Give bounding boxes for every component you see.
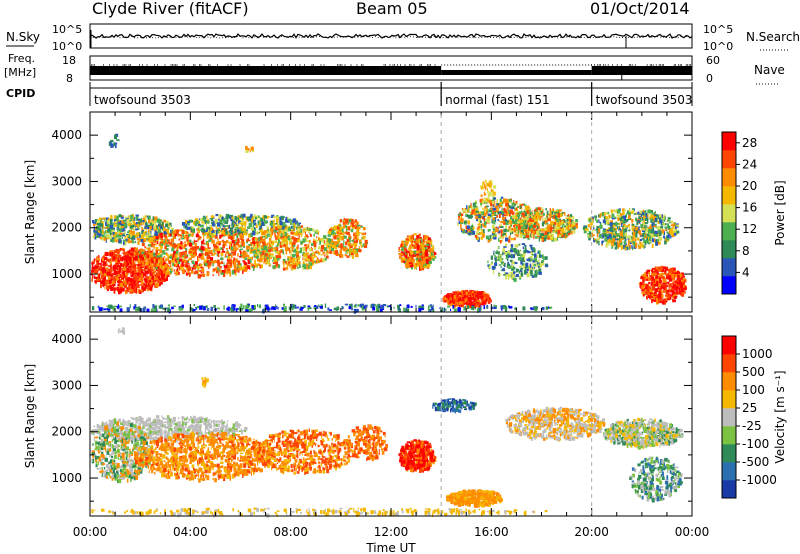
y-tick-label: 2000 — [51, 425, 82, 439]
time-axis: 00:00 04:00 08:00 12:00 16:00 20:00 00:00 — [73, 525, 710, 539]
nsearch-tick-bottom: 10^0 — [703, 40, 733, 53]
colorbar-label: Power [dB] — [773, 180, 787, 245]
freq-tick-top: 18 — [62, 54, 76, 67]
cpid-segment-label: twofsound 3503 — [596, 93, 693, 107]
y-tick-label: 3000 — [51, 174, 82, 188]
y-tick-label: 3000 — [51, 378, 82, 392]
cpid-segment: normal (fast) 151 — [440, 82, 593, 107]
nave-tick-bottom: 0 — [706, 72, 713, 85]
nsky-trace — [89, 30, 693, 48]
nsearch-label: N.Search — [746, 30, 800, 44]
colorbar-tick-label: 16 — [742, 201, 757, 215]
colorbar-tick-label: 25 — [742, 401, 757, 415]
colorbar-tick-label: 24 — [742, 157, 757, 171]
colorbar-tick-label: 100 — [742, 383, 765, 397]
cpid-strip: CPID twofsound 3503 normal (fast) 151 twof… — [6, 82, 693, 107]
cpid-segment-label: normal (fast) 151 — [445, 93, 549, 107]
nsky-strip: N.Sky 10^5 10^0 10^5 10^0 N.Search — [6, 23, 800, 53]
nsky-tick-bottom: 10^0 — [52, 40, 82, 53]
x-tick-label: 04:00 — [173, 525, 208, 539]
cpid-segment: twofsound 3503 — [89, 82, 442, 107]
freq-tick-bottom: 8 — [66, 72, 73, 85]
y-axis-label: Slant Range [km] — [23, 160, 37, 264]
colorbar-label: Velocity [m s⁻¹] — [773, 370, 787, 463]
power-data — [91, 133, 687, 314]
velocity-data — [91, 327, 684, 518]
x-tick-label: 12:00 — [374, 525, 409, 539]
velocity-panel: 1000 2000 3000 4000 Slant Range [km] — [23, 315, 693, 518]
colorbar-tick-label: -500 — [742, 455, 769, 469]
colorbar-tick-label: -25 — [742, 419, 762, 433]
nsearch-tick-top: 10^5 — [703, 23, 733, 36]
freq-unit: [MHz] — [4, 66, 36, 79]
y-tick-label: 4000 — [51, 128, 82, 142]
colorbar-tick-label: 28 — [742, 136, 757, 150]
x-axis-label: Time UT — [365, 541, 416, 554]
cpid-segment-label: twofsound 3503 — [94, 93, 191, 107]
colorbar-tick-label: 4 — [742, 265, 750, 279]
cpid-segment: twofsound 3503 — [591, 82, 693, 107]
colorbar-tick-label: -100 — [742, 437, 769, 451]
colorbar-tick-label: -1000 — [742, 473, 777, 487]
date-title: 01/Oct/2014 — [590, 0, 690, 18]
colorbar-tick-label: 1000 — [742, 347, 773, 361]
x-tick-label: 08:00 — [273, 525, 308, 539]
colorbar-tick-label: 500 — [742, 365, 765, 379]
nave-tick-top: 60 — [706, 54, 720, 67]
y-tick-label: 2000 — [51, 221, 82, 235]
y-tick-label: 4000 — [51, 332, 82, 346]
nsky-tick-top: 10^5 — [52, 23, 82, 36]
colorbar-tick-label: 20 — [742, 179, 757, 193]
y-tick-label: 1000 — [51, 471, 82, 485]
velocity-colorbar: 1000 500 100 25 -25 -100 -500 -1000 Velocity [m … — [721, 335, 787, 499]
x-tick-label: 16:00 — [474, 525, 509, 539]
x-tick-label: 00:00 — [73, 525, 108, 539]
x-tick-label: 00:00 — [675, 525, 710, 539]
freq-trace — [89, 64, 692, 80]
x-tick-label: 20:00 — [574, 525, 609, 539]
freq-label: Freq. — [8, 52, 35, 65]
colorbar-tick-label: 12 — [742, 222, 757, 236]
power-panel: 1000 2000 3000 4000 Slant Range [km] — [23, 111, 693, 314]
nave-label: Nave — [754, 63, 785, 77]
nsky-label: N.Sky — [6, 30, 40, 44]
y-tick-label: 1000 — [51, 267, 82, 281]
beam-title: Beam 05 — [356, 0, 428, 18]
y-axis-label: Slant Range [km] — [23, 364, 37, 468]
cpid-label: CPID — [6, 87, 35, 100]
power-colorbar: 4 8 12 16 20 24 28 Power [dB] — [721, 131, 787, 295]
station-title: Clyde River (fitACF) — [92, 0, 249, 18]
freq-strip: Freq. [MHz] 18 8 60 0 Nave — [4, 52, 785, 85]
colorbar-tick-label: 8 — [742, 244, 750, 258]
